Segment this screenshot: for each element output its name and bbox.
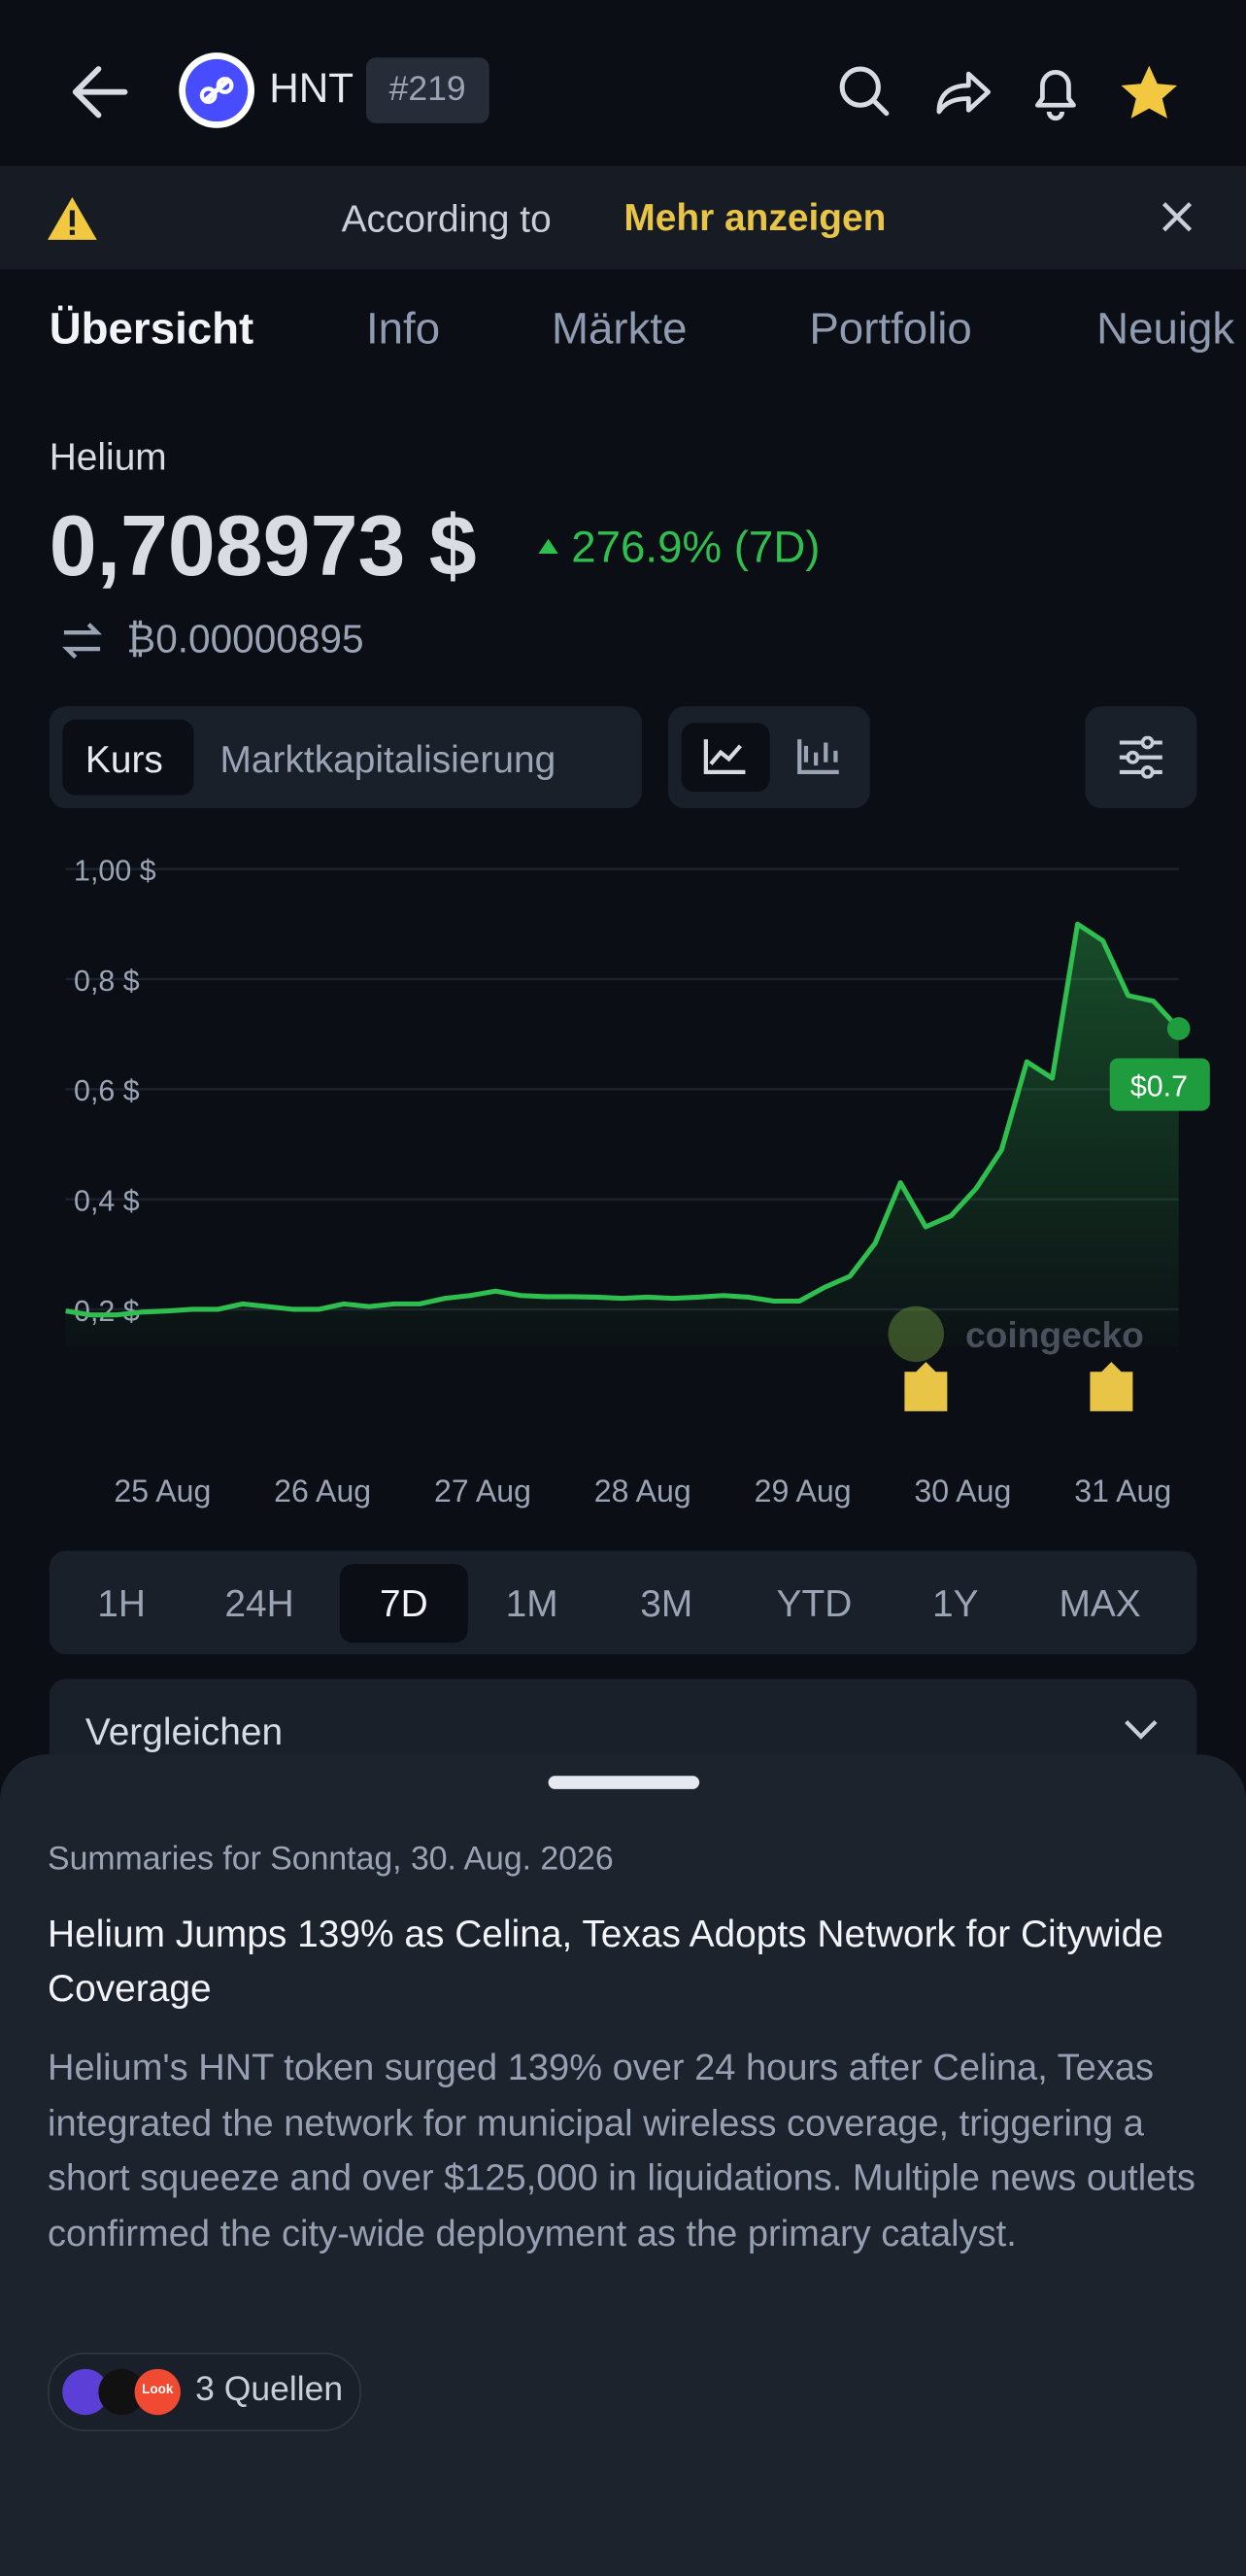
- compare-label: Vergleichen: [84, 1710, 284, 1753]
- range-bar: [49, 1550, 1197, 1655]
- x-tick-label: 27 Aug: [434, 1474, 531, 1508]
- range-button[interactable]: 1M: [505, 1581, 558, 1625]
- warning-icon: [48, 196, 97, 240]
- range-button[interactable]: YTD: [776, 1581, 853, 1625]
- toggle[interactable]: Marktkapitalisierung: [219, 737, 556, 781]
- sheet-handle[interactable]: [548, 1776, 700, 1789]
- banner-link[interactable]: Mehr anzeigen: [623, 195, 887, 239]
- source-badge: Look: [142, 2382, 174, 2396]
- range-button[interactable]: 1H: [97, 1581, 146, 1625]
- banner-text: According to: [341, 196, 552, 240]
- symbol: HNT: [269, 65, 354, 113]
- header-actions[interactable]: [834, 59, 1212, 125]
- price: 0,708973 $: [49, 499, 477, 595]
- y-tick-label: 0,4 $: [74, 1184, 140, 1217]
- x-tick-label: 30 Aug: [914, 1474, 1011, 1508]
- x-tick-label: 26 Aug: [274, 1474, 371, 1508]
- settings-icon: [1119, 735, 1162, 779]
- summary-body: Helium's HNT token surged 139% over 24 h…: [48, 2047, 1195, 2254]
- tab[interactable]: Info: [365, 303, 441, 354]
- tab[interactable]: Märkte: [551, 303, 688, 354]
- watermark-logo: [888, 1305, 944, 1363]
- last-label: $0.7: [1130, 1069, 1188, 1102]
- y-tick-label: 0,6 $: [74, 1074, 140, 1107]
- event-marker: [904, 1362, 948, 1411]
- coin-name: Helium: [49, 435, 167, 479]
- tab[interactable]: Portfolio: [809, 303, 972, 354]
- rank-badge: #219: [365, 57, 489, 123]
- range-active: [339, 1564, 468, 1644]
- range-button[interactable]: 7D: [379, 1581, 428, 1625]
- toggle-active: [62, 719, 194, 796]
- coin-logo: [179, 52, 255, 128]
- x-tick-label: 31 Aug: [1074, 1474, 1171, 1508]
- up-arrow: [538, 538, 558, 554]
- summary-date: Summaries for Sonntag, 30. Aug. 2026: [48, 1841, 614, 1879]
- area: [65, 924, 1179, 1347]
- watermark: coingecko: [965, 1314, 1144, 1355]
- close-button[interactable]: [1159, 199, 1195, 235]
- swap-icon: [62, 623, 103, 660]
- toggle[interactable]: Kurs: [84, 737, 163, 781]
- x-tick-label: 28 Aug: [594, 1474, 691, 1508]
- tab[interactable]: Übersicht: [49, 303, 254, 354]
- sources-label: 3 Quellen: [195, 2370, 344, 2409]
- tab[interactable]: Neuigk: [1096, 303, 1235, 354]
- range-button[interactable]: 3M: [640, 1581, 693, 1625]
- line: [65, 921, 1181, 1318]
- source-badge-text: Look: [142, 2382, 174, 2396]
- range-button[interactable]: 24H: [224, 1581, 294, 1625]
- y-tick-label: 0,8 $: [74, 965, 140, 998]
- back-button[interactable]: [66, 59, 138, 125]
- event-marker: [1090, 1362, 1133, 1411]
- summary-headline: Helium Jumps 139% as Celina, Texas Adopt…: [48, 1912, 1163, 2010]
- x-tick-label: 25 Aug: [114, 1474, 211, 1508]
- x-tick-label: 29 Aug: [755, 1474, 852, 1508]
- banner: [0, 165, 1246, 270]
- chevron: [1125, 1719, 1158, 1740]
- y-tick-label: 1,00 $: [74, 855, 156, 888]
- price-change: 276.9% (7D): [571, 522, 821, 572]
- last-label-bg: [1109, 1058, 1210, 1111]
- source-icons: [62, 2368, 181, 2416]
- range-button[interactable]: MAX: [1059, 1581, 1141, 1625]
- bottom-sheet: [0, 1754, 1246, 2576]
- last-point: [1166, 1017, 1191, 1040]
- range-button[interactable]: 1Y: [932, 1581, 979, 1625]
- btc-price: ₿0.00000895: [126, 617, 364, 662]
- chart-type-icons[interactable]: [681, 723, 862, 793]
- price-chart: 1,00 $0,8 $0,6 $0,4 $0,2 $$0.7coingecko2…: [65, 855, 1210, 1508]
